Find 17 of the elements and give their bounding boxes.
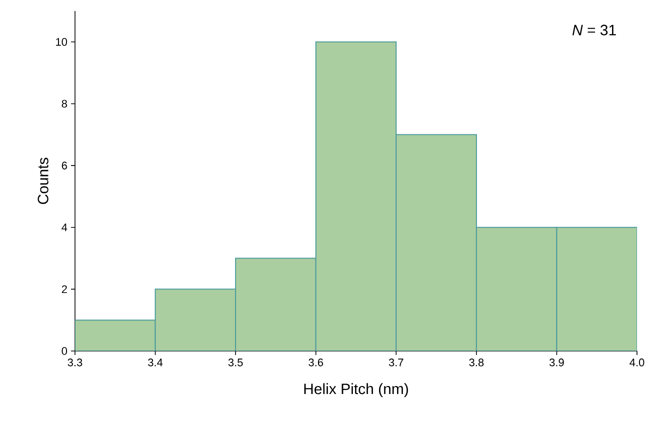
x-tick-label: 4.0 bbox=[630, 358, 644, 366]
y-axis-title: Counts bbox=[38, 158, 48, 204]
x-tick-label: 3.9 bbox=[550, 358, 564, 366]
x-tick-label: 3.6 bbox=[308, 358, 324, 366]
x-tick-label: 3.8 bbox=[469, 358, 484, 366]
x-tick-label: 3.3 bbox=[68, 358, 82, 366]
x-tick-label: 3.7 bbox=[388, 358, 404, 366]
y-tick-label: 2 bbox=[62, 285, 67, 294]
x-tick-label: 3.4 bbox=[148, 358, 163, 366]
x-axis-title: Helix Pitch (nm) bbox=[304, 383, 408, 398]
y-tick-label: 4 bbox=[62, 224, 68, 232]
y-tick-label: 6 bbox=[62, 162, 67, 170]
y-tick-label: 8 bbox=[62, 100, 67, 108]
y-tick-label: 10 bbox=[56, 38, 68, 46]
x-tick-label: 3.5 bbox=[228, 358, 243, 366]
y-tick-label: 0 bbox=[62, 347, 68, 355]
annotation: N = 31 bbox=[572, 24, 616, 36]
